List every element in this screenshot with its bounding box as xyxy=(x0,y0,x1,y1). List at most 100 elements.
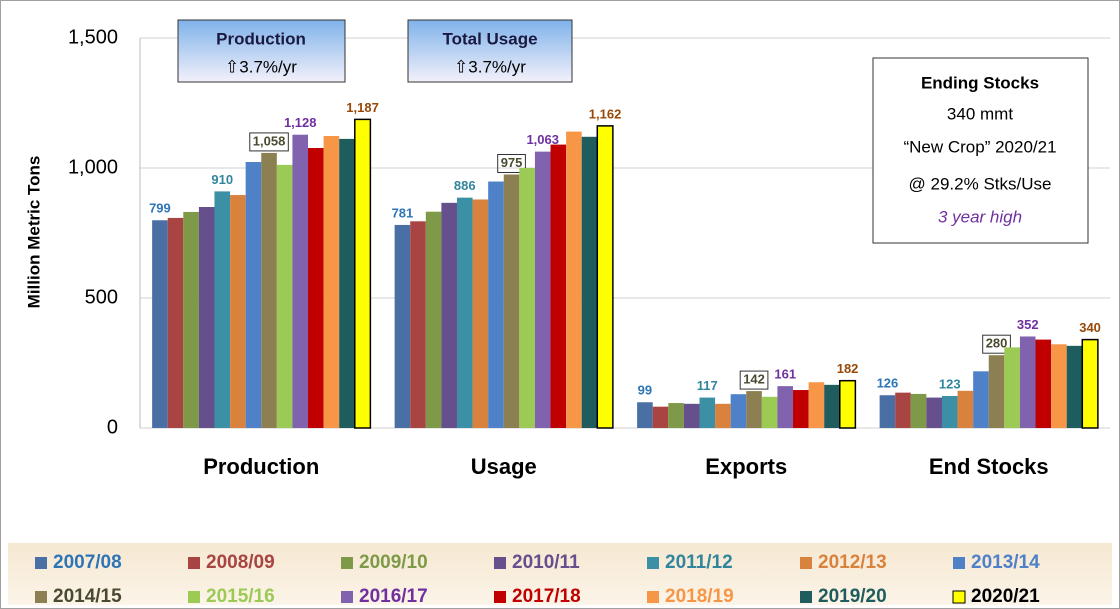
value-label: 142 xyxy=(743,372,765,387)
bar xyxy=(652,406,669,428)
legend-swatch xyxy=(953,557,965,569)
stocks-box-line: @ 29.2% Stks/Use xyxy=(909,174,1052,193)
bar xyxy=(519,168,535,428)
bar xyxy=(214,191,231,428)
legend-label: 2013/14 xyxy=(971,552,1040,573)
bar xyxy=(550,144,567,428)
y-tick-label: 1,000 xyxy=(68,156,118,178)
bar xyxy=(824,384,840,428)
value-label: 1,063 xyxy=(526,132,559,147)
value-label: 99 xyxy=(638,383,652,398)
legend-label: 2007/08 xyxy=(53,552,122,573)
bar xyxy=(761,396,778,428)
value-label: 117 xyxy=(697,378,718,393)
stocks-box-note: 3 year high xyxy=(938,207,1022,226)
bar xyxy=(1051,344,1067,428)
value-label: 182 xyxy=(837,361,859,376)
legend-swatch xyxy=(188,557,200,569)
y-axis-label: Million Metric Tons xyxy=(24,156,43,309)
value-label: 340 xyxy=(1079,320,1101,335)
bar xyxy=(394,224,411,428)
bar xyxy=(183,211,199,428)
legend-swatch xyxy=(35,557,47,569)
legend-swatch xyxy=(800,591,812,603)
legend-swatch xyxy=(647,591,659,603)
value-label: 886 xyxy=(454,178,476,193)
bar xyxy=(230,195,246,428)
bar xyxy=(1019,336,1036,428)
plot: 0 500 1,000 1,500 Production 799 910 1,058 1,128… xyxy=(68,26,1110,479)
x-tick-label: Usage xyxy=(471,454,537,479)
bar xyxy=(167,217,184,428)
bar xyxy=(152,220,168,428)
production-box xyxy=(177,19,346,83)
y-tick-label: 1,500 xyxy=(68,26,118,48)
legend-label: 2019/20 xyxy=(818,586,887,607)
bar xyxy=(1035,339,1052,428)
legend-label: 2018/19 xyxy=(665,586,734,607)
legend-swatch xyxy=(35,591,47,603)
bar xyxy=(308,147,324,429)
bar xyxy=(425,211,442,428)
value-label: 123 xyxy=(939,376,961,391)
stocks-box xyxy=(872,57,1089,244)
usage-box-text: ⇧3.7%/yr xyxy=(454,57,526,76)
bar xyxy=(1066,345,1083,428)
legend-label: 2012/13 xyxy=(818,552,887,573)
legend-label: 2016/17 xyxy=(359,586,428,607)
bar xyxy=(198,207,215,428)
legend-swatch xyxy=(494,591,506,603)
value-label-box xyxy=(249,132,289,152)
value-label: 280 xyxy=(986,336,1008,351)
x-tick-label: End Stocks xyxy=(929,454,1049,479)
usage-box xyxy=(407,19,573,83)
bar xyxy=(668,403,684,428)
legend-swatch xyxy=(188,591,200,603)
x-tick-label: Exports xyxy=(705,454,787,479)
bar xyxy=(988,355,1005,428)
bar xyxy=(292,134,309,428)
stocks-box-title: Ending Stocks xyxy=(921,73,1039,92)
bar xyxy=(503,174,520,428)
bar xyxy=(566,131,582,428)
bar xyxy=(1081,338,1099,429)
bar xyxy=(808,382,825,428)
bar xyxy=(895,392,911,428)
value-label-box xyxy=(982,334,1011,354)
usage-box-title: Total Usage xyxy=(442,29,537,48)
bar xyxy=(339,138,355,428)
value-label: 781 xyxy=(392,205,414,220)
production-box-text: ⇧3.7%/yr xyxy=(225,57,297,76)
legend-label: 2008/09 xyxy=(206,552,275,573)
legend-swatch xyxy=(952,590,966,604)
value-label: 1,058 xyxy=(253,133,286,148)
y-tick-label: 500 xyxy=(85,286,118,308)
value-label-box xyxy=(497,154,526,173)
bar xyxy=(777,386,794,428)
legend-label: 2010/11 xyxy=(512,552,580,573)
bar xyxy=(441,202,457,428)
legend-swatch xyxy=(341,557,353,569)
bar xyxy=(699,397,716,428)
legend-label: 2020/21 xyxy=(971,586,1040,607)
x-tick-label: Production xyxy=(203,454,319,479)
legend-swatch xyxy=(341,591,353,603)
legend-swatch xyxy=(800,557,812,569)
y-tick-label: 0 xyxy=(107,416,118,438)
value-label: 910 xyxy=(211,172,233,187)
bar xyxy=(245,162,262,428)
bar xyxy=(637,402,653,428)
value-label: 161 xyxy=(774,367,796,382)
value-label-box xyxy=(739,370,769,390)
value-label: 352 xyxy=(1017,317,1039,332)
bar xyxy=(276,164,293,428)
legend-label: 2011/12 xyxy=(665,552,733,573)
bar xyxy=(534,151,551,428)
value-label: 126 xyxy=(877,376,899,391)
legend-label: 2009/10 xyxy=(359,552,428,573)
bar xyxy=(581,136,598,429)
bar xyxy=(957,390,974,428)
bar xyxy=(839,379,857,429)
value-label: 799 xyxy=(149,201,171,216)
